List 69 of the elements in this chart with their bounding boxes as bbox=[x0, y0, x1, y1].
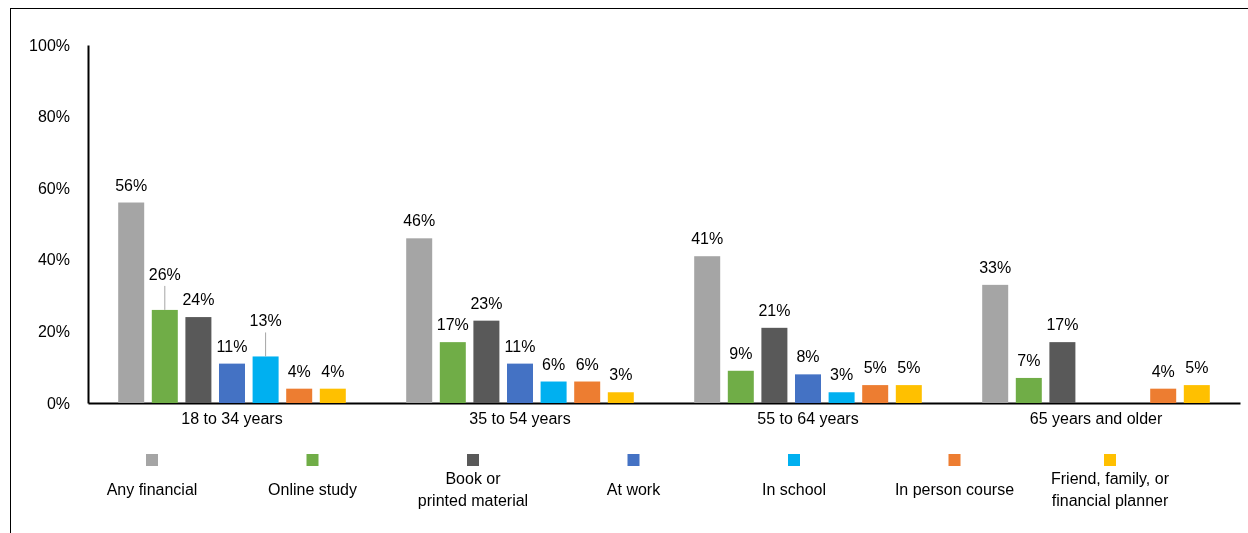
x-tick-label: 18 to 34 years bbox=[181, 410, 283, 428]
bar bbox=[286, 388, 313, 403]
bar bbox=[439, 342, 466, 403]
legend-label: In person course bbox=[894, 481, 1015, 498]
bar bbox=[795, 374, 821, 403]
data-label: 11% bbox=[504, 337, 536, 355]
data-label: 4% bbox=[321, 362, 345, 380]
bar bbox=[473, 320, 500, 403]
bar bbox=[862, 385, 889, 403]
data-label: 13% bbox=[249, 312, 282, 330]
legend-label: Online study bbox=[268, 481, 357, 498]
y-tick-label: 40% bbox=[37, 251, 70, 269]
data-label: 26% bbox=[148, 265, 181, 283]
bar bbox=[574, 381, 601, 403]
data-label: 21% bbox=[758, 301, 791, 319]
data-label: 6% bbox=[542, 355, 566, 373]
legend-label: At work bbox=[606, 481, 662, 498]
y-tick-label: 100% bbox=[29, 36, 70, 54]
data-label: 6% bbox=[575, 355, 599, 373]
data-label: 17% bbox=[436, 316, 469, 334]
bar bbox=[1049, 342, 1076, 403]
x-tick-label: 35 to 54 years bbox=[469, 410, 571, 428]
data-label: 5% bbox=[863, 359, 887, 377]
bar bbox=[607, 392, 634, 403]
bar bbox=[895, 385, 922, 403]
bar bbox=[761, 327, 788, 403]
bar bbox=[694, 256, 721, 403]
bar bbox=[1015, 377, 1042, 403]
bar bbox=[319, 388, 346, 403]
data-label: 33% bbox=[979, 258, 1012, 276]
data-label: 9% bbox=[729, 344, 753, 362]
data-label: 23% bbox=[470, 294, 503, 312]
legend-label: Friend, family, or financial planner bbox=[1051, 470, 1170, 509]
legend-label: In school bbox=[761, 481, 827, 498]
data-label: 3% bbox=[609, 366, 633, 384]
data-label: 11% bbox=[216, 337, 248, 355]
data-label: 56% bbox=[115, 176, 148, 194]
y-tick-label: 0% bbox=[46, 394, 70, 412]
bar bbox=[1183, 385, 1210, 403]
data-label: 3% bbox=[830, 366, 854, 384]
bar bbox=[118, 202, 145, 403]
bar bbox=[185, 317, 212, 403]
bar bbox=[982, 284, 1009, 403]
x-tick-label: 65 years and older bbox=[1029, 410, 1163, 428]
bar bbox=[252, 356, 279, 403]
legend-label: Book or printed material bbox=[417, 470, 529, 509]
y-tick-label: 80% bbox=[37, 108, 70, 126]
bar bbox=[406, 238, 433, 403]
y-tick-label: 20% bbox=[37, 323, 70, 341]
bar bbox=[727, 370, 754, 403]
x-tick-label: 55 to 64 years bbox=[757, 410, 859, 428]
data-label: 4% bbox=[1151, 362, 1175, 380]
data-label: 24% bbox=[182, 291, 215, 309]
bar bbox=[151, 309, 178, 403]
bar bbox=[219, 363, 245, 403]
legend-label: Any financial bbox=[106, 481, 198, 498]
bar bbox=[828, 392, 855, 403]
data-label: 4% bbox=[287, 362, 311, 380]
bar bbox=[1150, 388, 1177, 403]
data-label: 17% bbox=[1046, 316, 1079, 334]
data-label: 7% bbox=[1017, 351, 1041, 369]
y-tick-label: 60% bbox=[37, 179, 70, 197]
data-label: 8% bbox=[796, 348, 820, 366]
data-label: 46% bbox=[403, 212, 436, 230]
bar bbox=[507, 363, 533, 403]
data-label: 5% bbox=[1185, 359, 1209, 377]
data-label: 5% bbox=[897, 359, 921, 377]
bar bbox=[540, 381, 567, 403]
data-label: 41% bbox=[691, 230, 724, 248]
